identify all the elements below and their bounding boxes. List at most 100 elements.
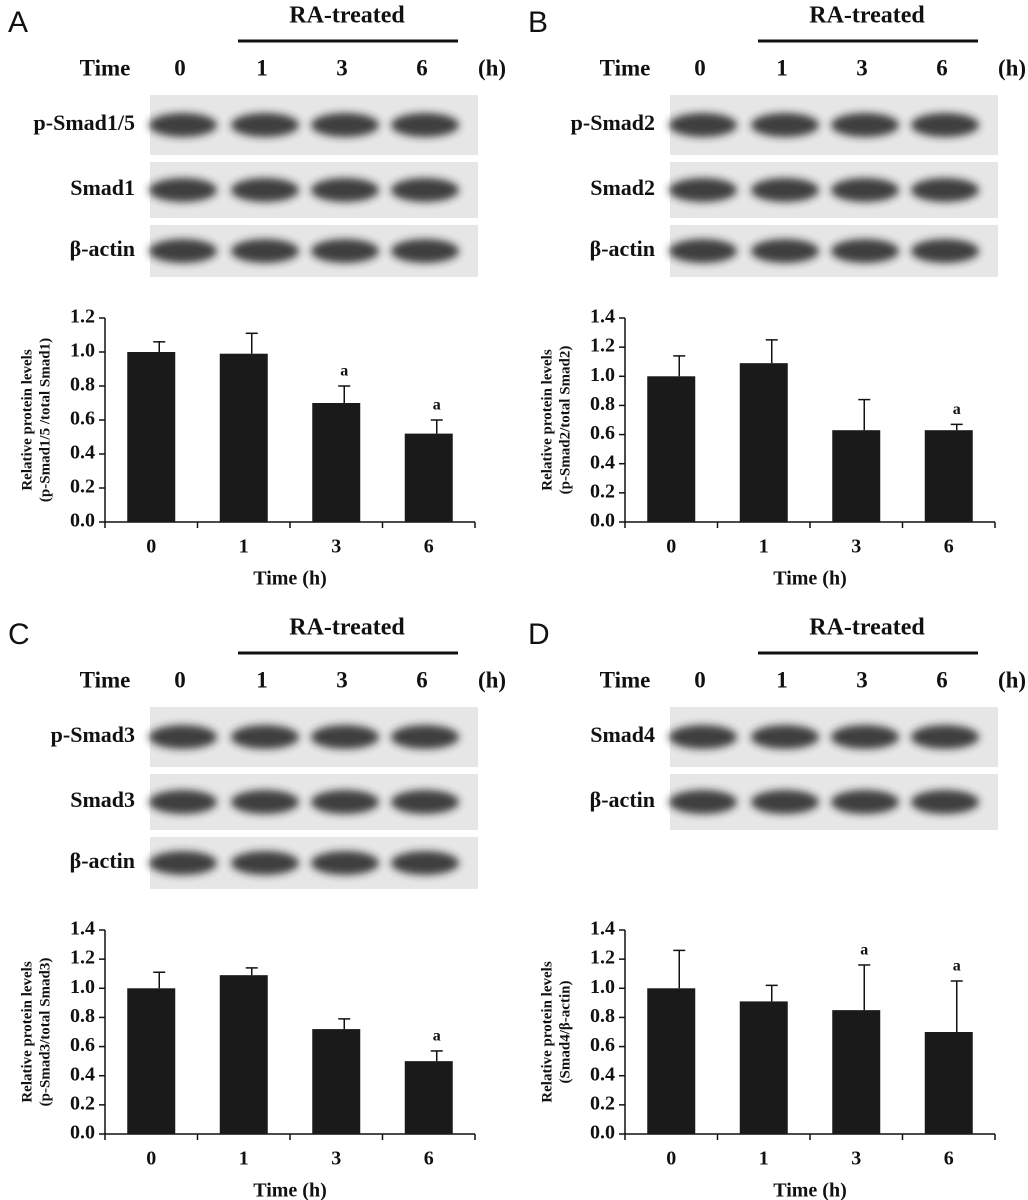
blot-label: Smad3 <box>70 787 135 812</box>
y-tick-label: 0.6 <box>590 422 615 444</box>
time-unit: (h) <box>998 667 1026 692</box>
blot-band <box>149 113 217 137</box>
bar <box>404 1061 453 1134</box>
y-axis-title: Relative protein levels <box>539 349 555 491</box>
blot-band <box>911 178 979 202</box>
x-tick-label: 6 <box>944 1148 954 1170</box>
time-point: 6 <box>936 55 948 80</box>
blot-band <box>911 113 979 137</box>
blot-label: Smad4 <box>590 722 655 747</box>
blot-band <box>391 851 459 875</box>
bar <box>832 430 881 522</box>
time-point: 1 <box>776 667 788 692</box>
y-tick-label: 0.4 <box>70 1063 95 1085</box>
y-tick-label: 1.4 <box>590 918 615 940</box>
bar <box>647 988 696 1134</box>
blot-band <box>149 790 217 814</box>
bar <box>739 1001 788 1134</box>
blot-band <box>231 851 299 875</box>
x-tick-label: 3 <box>851 536 861 558</box>
blot-band <box>231 790 299 814</box>
y-tick-label: 0.4 <box>70 442 95 464</box>
blot-band <box>751 725 819 749</box>
y-tick-label: 0.8 <box>70 1005 95 1027</box>
x-axis-title: Time (h) <box>773 1180 847 1200</box>
x-tick-label: 1 <box>239 536 249 558</box>
blot-band <box>311 239 379 263</box>
bar <box>219 353 268 522</box>
y-tick-label: 0.0 <box>590 1122 615 1144</box>
blot-band <box>751 113 819 137</box>
time-point: 0 <box>174 667 186 692</box>
time-label: Time <box>80 55 131 80</box>
bar <box>127 352 176 522</box>
blot-label: Smad1 <box>70 175 135 200</box>
time-point: 3 <box>336 667 348 692</box>
y-axis-title: (p-Smad1/5 /total Smad1) <box>37 338 53 502</box>
blot-band <box>911 239 979 263</box>
y-tick-label: 0.2 <box>70 1092 95 1114</box>
y-tick-label: 0.6 <box>70 1034 95 1056</box>
bar <box>924 1032 973 1134</box>
y-axis-title: Relative protein levels <box>19 349 35 491</box>
blot-band <box>669 113 737 137</box>
time-point: 1 <box>776 55 788 80</box>
bar <box>924 430 973 522</box>
x-tick-label: 0 <box>666 1148 676 1170</box>
panel-letter: C <box>8 618 30 651</box>
time-point: 0 <box>694 667 706 692</box>
y-tick-label: 0.2 <box>590 1092 615 1114</box>
y-tick-label: 0.0 <box>590 510 615 532</box>
time-label: Time <box>80 667 131 692</box>
blot-band <box>831 113 899 137</box>
y-tick-label: 0.8 <box>590 1005 615 1027</box>
blot-band <box>311 178 379 202</box>
time-label: Time <box>600 55 651 80</box>
blot-band <box>149 178 217 202</box>
bar <box>832 1010 881 1134</box>
bar <box>739 363 788 522</box>
x-tick-label: 3 <box>331 1148 341 1170</box>
treatment-label: RA-treated <box>809 615 925 641</box>
y-tick-label: 1.0 <box>590 364 615 386</box>
blot-band <box>149 239 217 263</box>
y-tick-label: 1.4 <box>590 306 615 328</box>
significance-mark: a <box>860 942 868 959</box>
blot-band <box>231 113 299 137</box>
y-tick-label: 0.4 <box>590 451 615 473</box>
y-axis-title: Relative protein levels <box>539 961 555 1103</box>
blot-band <box>751 178 819 202</box>
blot-band <box>669 790 737 814</box>
bar <box>312 403 361 522</box>
blot-band <box>831 790 899 814</box>
blot-band <box>831 725 899 749</box>
blot-band <box>831 178 899 202</box>
blot-band <box>669 178 737 202</box>
blot-band <box>311 851 379 875</box>
time-point: 6 <box>416 667 428 692</box>
x-axis-title: Time (h) <box>253 568 327 590</box>
time-point: 3 <box>856 55 868 80</box>
y-tick-label: 1.0 <box>70 340 95 362</box>
blot-band <box>149 725 217 749</box>
time-point: 0 <box>174 55 186 80</box>
blot-band <box>751 239 819 263</box>
bar <box>647 376 696 522</box>
panel-letter: A <box>8 6 28 39</box>
y-tick-label: 1.4 <box>70 918 95 940</box>
y-tick-label: 0.8 <box>590 393 615 415</box>
blot-label: p-Smad1/5 <box>34 110 135 135</box>
y-tick-label: 1.2 <box>70 306 95 328</box>
blot-label: β-actin <box>70 848 135 873</box>
time-point: 1 <box>256 55 268 80</box>
x-tick-label: 1 <box>759 1148 769 1170</box>
blot-band <box>391 790 459 814</box>
blot-band <box>669 239 737 263</box>
blot-label: β-actin <box>590 236 655 261</box>
y-axis-title: Relative protein levels <box>19 961 35 1103</box>
blot-band <box>911 725 979 749</box>
blot-label: p-Smad3 <box>51 722 135 747</box>
x-tick-label: 6 <box>424 1148 434 1170</box>
time-point: 1 <box>256 667 268 692</box>
